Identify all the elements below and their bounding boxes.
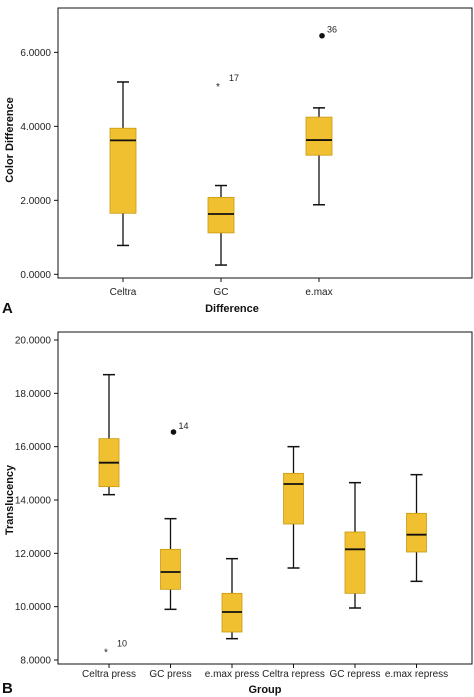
panel-a-y-tick-label: 6.0000 [20, 48, 51, 59]
panel-b-outlier-label: 10 [117, 638, 127, 648]
panel-b-y-tick-label: 10.0000 [15, 602, 52, 613]
panel-b-box [344, 531, 366, 594]
panel-a-y-tick-label: 4.0000 [20, 122, 51, 133]
panel-b-outlier-label: 14 [179, 421, 189, 431]
panel-b-x-axis-title: Group [249, 684, 282, 696]
panel-a-y-axis-title: Color Difference [4, 97, 16, 183]
panel-a-plot-frame [57, 7, 473, 279]
panel-b-chart: Group Translucency B 8.0000 10.0000 12.000… [2, 331, 473, 697]
panel-b-box [406, 512, 427, 553]
panel-a-outlier-label: 36 [327, 25, 337, 35]
panel-a-x-axis-title: Difference [205, 303, 259, 315]
panel-a-box [207, 196, 235, 234]
panel-b-y-tick-label: 18.0000 [15, 389, 52, 400]
panel-b-x-tick-label: GC repress [329, 669, 380, 680]
panel-a-outlier-label: 17 [229, 73, 239, 83]
panel-b-letter: B [2, 680, 13, 697]
panel-b-x-tick-label: Celtra press [82, 669, 136, 680]
panel-b-y-axis-title: Translucency [4, 464, 16, 535]
panel-a-x-tick-label: e.max [305, 287, 332, 298]
panel-b-plot-frame [57, 331, 473, 665]
panel-b-x-tick-label: e.max press [205, 669, 259, 680]
panel-b-y-tick-label: 8.0000 [20, 656, 51, 667]
panel-a-chart: Difference Color Difference A 0.0000 2.00… [2, 7, 473, 317]
panel-a-y-tick-label: 2.0000 [20, 196, 51, 207]
panel-a-outlier-dot [319, 32, 325, 39]
panel-a-x-tick-label: GC [214, 287, 229, 298]
panel-a-outlier-star: * [216, 82, 220, 93]
panel-b-box [283, 472, 304, 525]
panel-b-x-tick-label: GC press [149, 669, 191, 680]
panel-a-y-tick-label: 0.0000 [20, 270, 51, 281]
panel-a-letter: A [2, 300, 13, 317]
panel-b-y-tick-label: 12.0000 [15, 549, 52, 560]
panel-b-y-tick-label: 20.0000 [15, 336, 52, 347]
panel-a-x-tick-label: Celtra [110, 287, 137, 298]
panel-b-x-tick-label: Celtra repress [262, 669, 325, 680]
panel-b-outlier-dot [170, 429, 177, 435]
panel-b-x-tick-label: e.max repress [385, 669, 448, 680]
panel-b-y-tick-label: 14.0000 [15, 496, 52, 507]
panel-a-box [305, 116, 333, 156]
panel-b-y-tick-label: 16.0000 [15, 442, 52, 453]
panel-b-outlier-star: * [104, 647, 108, 658]
panel-a-box [109, 127, 137, 214]
panel-b-box [160, 548, 181, 590]
